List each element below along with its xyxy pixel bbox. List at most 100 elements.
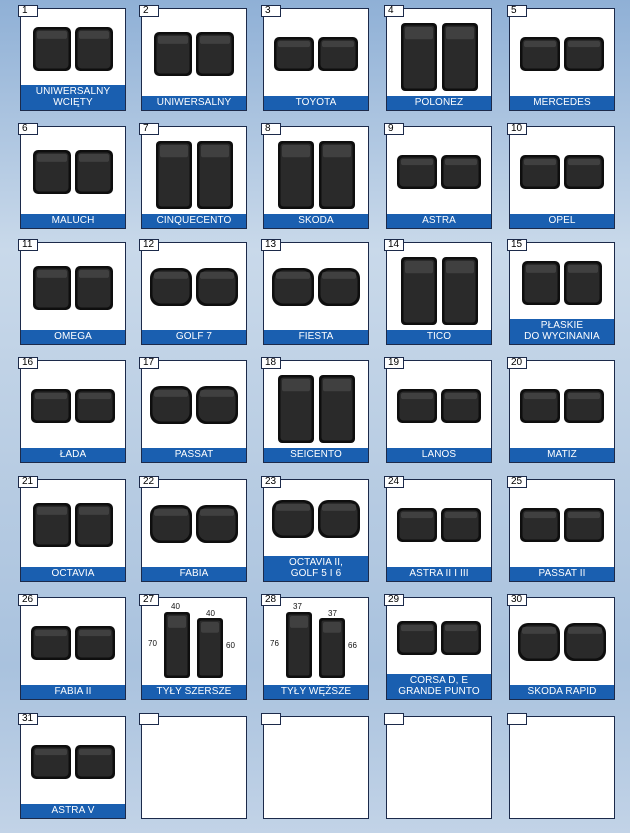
tile-label: LANOS (387, 448, 491, 462)
tile-label-line: UNIWERSALNY (156, 97, 232, 108)
floor-mats-image (522, 261, 602, 305)
product-tile[interactable]: 11 OMEGA (18, 239, 126, 345)
tile-number: 4 (384, 5, 404, 17)
floor-mats-image (154, 32, 234, 76)
tile-label: GOLF 7 (142, 330, 246, 344)
tile-number: 26 (18, 594, 38, 606)
floor-mats-image (397, 389, 481, 423)
tile-label: CORSA D, E GRANDE PUNTO (387, 674, 491, 699)
product-tile[interactable]: 30 SKODA RAPID (507, 594, 615, 700)
product-tile[interactable]: 29 CORSA D, E GRANDE PUNTO (384, 594, 492, 700)
floor-mats-image (150, 386, 238, 424)
tile-label-line: PASSAT (174, 449, 214, 460)
floor-mats-image: 40 40 70 60 (148, 602, 235, 678)
empty-tile (139, 713, 247, 819)
product-tile[interactable]: 16 ŁADA (18, 357, 126, 463)
tile-number: 15 (507, 239, 527, 251)
tile-label-line: MATIZ (547, 449, 577, 460)
tile-label: SKODA (264, 214, 368, 228)
empty-tile (384, 713, 492, 819)
product-tile[interactable]: 40 40 70 60 27 TYŁY SZERSZE (139, 594, 247, 700)
floor-mats-image (397, 621, 481, 655)
dimension-label: 66 (348, 641, 357, 650)
floor-mats-image (520, 37, 604, 71)
tile-number: 16 (18, 357, 38, 369)
product-tile[interactable]: 24 ASTRA II i III (384, 476, 492, 582)
product-tile[interactable]: 6 MALUCH (18, 123, 126, 229)
tile-number: 12 (139, 239, 159, 251)
tile-label-line: SEICENTO (290, 449, 342, 460)
product-tile[interactable]: 5 MERCEDES (507, 5, 615, 111)
tile-label: OPEL (510, 214, 614, 228)
tile-label: TYŁY SZERSZE (142, 685, 246, 699)
product-tile[interactable]: 21 OCTAVIA (18, 476, 126, 582)
product-tile[interactable]: 17 PASSAT (139, 357, 247, 463)
tile-label-line: POLONEZ (414, 97, 464, 108)
product-tile[interactable]: 13 FIESTA (261, 239, 369, 345)
tile-label-line: GOLF 5 i 6 (290, 568, 342, 579)
product-tile[interactable]: 12 GOLF 7 (139, 239, 247, 345)
tile-label-line: TOYOTA (295, 97, 337, 108)
tile-number: 23 (261, 476, 281, 488)
empty-tile (507, 713, 615, 819)
tile-label-line: ŁADA (59, 449, 87, 460)
product-tile[interactable]: 19 LANOS (384, 357, 492, 463)
tile-number: 22 (139, 476, 159, 488)
product-tile[interactable]: 9 ASTRA (384, 123, 492, 229)
tile-number: 13 (261, 239, 281, 251)
product-tile[interactable]: 37 37 76 66 28 TYŁY WĘŻSZE (261, 594, 369, 700)
floor-mats-image (401, 257, 478, 325)
tile-label-line: OCTAVIA II, (288, 557, 344, 568)
tile-number: 17 (139, 357, 159, 369)
tile-label: ASTRA (387, 214, 491, 228)
product-tile[interactable]: 25 PASSAT II (507, 476, 615, 582)
tile-label-line: SKODA (298, 215, 334, 226)
tile-label-line: UNIWERSALNY (35, 86, 111, 97)
floor-mats-image (272, 500, 360, 538)
product-tile[interactable]: 31 ASTRA V (18, 713, 126, 819)
floor-mats-image (518, 623, 606, 661)
product-tile[interactable]: 18 SEICENTO (261, 357, 369, 463)
floor-mats-image (272, 268, 360, 306)
tile-number: 1 (18, 5, 38, 17)
floor-mats-image (278, 141, 355, 209)
tile-label: FABIA II (21, 685, 125, 699)
product-tile[interactable]: 4 POLONEZ (384, 5, 492, 111)
floor-mats-image (31, 389, 115, 423)
tile-label: SEICENTO (264, 448, 368, 462)
product-tile[interactable]: 26 FABIA II (18, 594, 126, 700)
empty-tile (261, 713, 369, 819)
product-tile[interactable]: 15 PŁASKIE DO WYCINANIA (507, 239, 615, 345)
floor-mats-image (31, 626, 115, 660)
tile-label-line: FABIA (179, 568, 209, 579)
tile-label-line: TICO (426, 331, 452, 342)
product-tile[interactable]: 1 UNIWERSALNY WCIĘTY (18, 5, 126, 111)
product-tile[interactable]: 10 OPEL (507, 123, 615, 229)
tile-label: TYŁY WĘŻSZE (264, 685, 368, 699)
tile-number: 11 (18, 239, 38, 251)
tile-label-line: ASTRA (422, 215, 456, 226)
floor-mats-image (150, 268, 238, 306)
tile-label: UNIWERSALNY WCIĘTY (21, 85, 125, 110)
tile-label: OMEGA (21, 330, 125, 344)
tile-label: UNIWERSALNY (142, 96, 246, 110)
product-tile[interactable]: 3 TOYOTA (261, 5, 369, 111)
product-tile[interactable]: 14 TICO (384, 239, 492, 345)
product-tile[interactable]: 23 OCTAVIA II, GOLF 5 i 6 (261, 476, 369, 582)
product-tile[interactable]: 20 MATIZ (507, 357, 615, 463)
tile-number: 2 (139, 5, 159, 17)
tile-label: MERCEDES (510, 96, 614, 110)
floor-mats-image (31, 745, 115, 779)
tile-label: ASTRA V (21, 804, 125, 818)
product-tile[interactable]: 2 UNIWERSALNY (139, 5, 247, 111)
floor-mats-image (33, 27, 113, 71)
product-tile[interactable]: 8 SKODA (261, 123, 369, 229)
dimension-label: 40 (206, 609, 215, 618)
tile-number: 9 (384, 123, 404, 135)
tile-label: POLONEZ (387, 96, 491, 110)
product-tile[interactable]: 22 FABIA (139, 476, 247, 582)
tile-label: CINQUECENTO (142, 214, 246, 228)
product-tile[interactable]: 7 CINQUECENTO (139, 123, 247, 229)
tile-label-line: GRANDE PUNTO (398, 686, 480, 697)
